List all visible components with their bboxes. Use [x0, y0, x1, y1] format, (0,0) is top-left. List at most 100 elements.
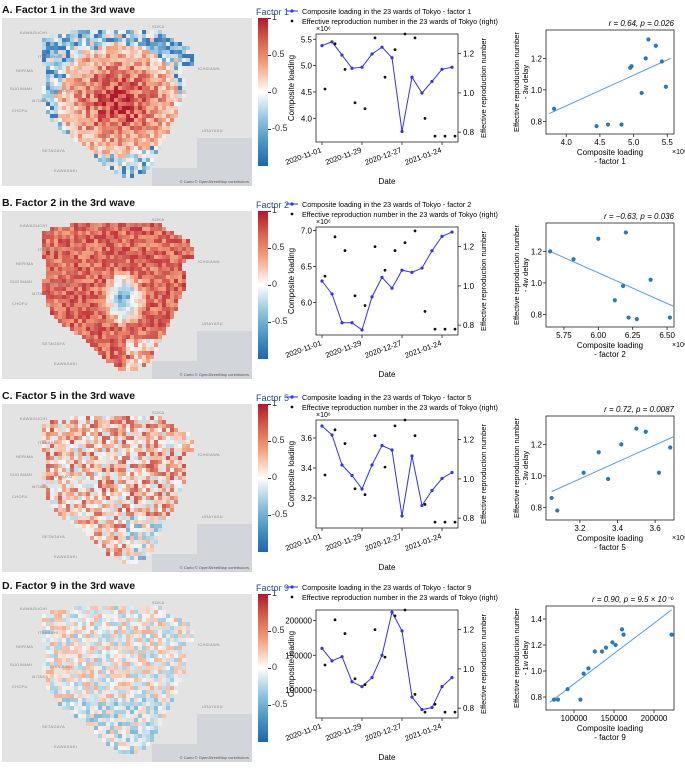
map-cell [98, 154, 102, 158]
map-cell [142, 62, 146, 66]
map-cell [190, 444, 194, 448]
map-cell [162, 484, 166, 488]
map-cell [78, 94, 82, 98]
map-cell [74, 299, 78, 303]
map-cell [42, 634, 46, 638]
map-cell [54, 654, 58, 658]
map-cell [98, 58, 102, 62]
map-cell [166, 622, 170, 626]
map-cell [110, 223, 114, 227]
map-cell [54, 114, 58, 118]
map-cell [146, 670, 150, 674]
map-cell [54, 678, 58, 682]
scatter-y-label-2: - 4w delay [521, 258, 530, 292]
map-place-label: SETAGAYA [42, 341, 66, 346]
map-cell [158, 420, 162, 424]
map-cell [110, 142, 114, 146]
map-cell [90, 142, 94, 146]
map-cell [182, 251, 186, 255]
map-cell [62, 654, 66, 658]
map-cell [62, 74, 66, 78]
map-cell [170, 255, 174, 259]
map-cell [130, 331, 134, 335]
x-tick-label: 2021-01-24 [404, 145, 443, 167]
map-cell [182, 90, 186, 94]
map-cell [106, 271, 110, 275]
map-cell [118, 78, 122, 82]
legend-dot-label: Effective reproduction number in the 23 … [302, 210, 498, 219]
map-cell [134, 476, 138, 480]
map-cell [122, 291, 126, 295]
map-cell [134, 307, 138, 311]
map-place-label: NERIMA [16, 261, 34, 266]
map-cell [158, 428, 162, 432]
map-cell [134, 666, 138, 670]
map-cell [142, 532, 146, 536]
map-cell [110, 622, 114, 626]
map-cell [134, 259, 138, 263]
map-cell [190, 58, 194, 62]
map-cell [162, 500, 166, 504]
map-cell [162, 428, 166, 432]
map-cell [82, 444, 86, 448]
map-cell [46, 666, 50, 670]
map-cell [66, 315, 70, 319]
map-cell [122, 670, 126, 674]
map-cell [126, 682, 130, 686]
map-cell [134, 710, 138, 714]
map-cell [102, 544, 106, 548]
map-cell [150, 420, 154, 424]
map-cell [110, 130, 114, 134]
map-cell [150, 251, 154, 255]
map-cell [146, 634, 150, 638]
map-cell [46, 464, 50, 468]
map-cell [82, 646, 86, 650]
map-cell [166, 694, 170, 698]
map-cell [110, 460, 114, 464]
map-cell [110, 528, 114, 532]
map-cell [82, 614, 86, 618]
map-cell [66, 130, 70, 134]
map-cell [102, 536, 106, 540]
map-cell [174, 58, 178, 62]
map-cell [150, 90, 154, 94]
map-cell [158, 283, 162, 287]
map-cell [110, 742, 114, 746]
map-cell [118, 750, 122, 754]
map-cell [146, 130, 150, 134]
map-cell [106, 106, 110, 110]
map-cell [130, 690, 134, 694]
heatmap-map: KAWAGUCHI SOKA NERIMA ITABASHI SHINJUKU ICHIK… [2, 594, 252, 762]
map-cell [190, 247, 194, 251]
map-cell [62, 267, 66, 271]
map-cell [106, 291, 110, 295]
map-cell [102, 452, 106, 456]
map-cell [126, 706, 130, 710]
map-cell [102, 227, 106, 231]
map-cell [74, 436, 78, 440]
map-cell [106, 650, 110, 654]
map-cell [94, 532, 98, 536]
map-cell [86, 319, 90, 323]
map-cell [62, 311, 66, 315]
map-cell [58, 251, 62, 255]
map-cell [142, 436, 146, 440]
map-cell [158, 516, 162, 520]
map-cell [90, 492, 94, 496]
legend-dot-label: Effective reproduction number in the 23 … [302, 593, 498, 602]
map-cell [66, 90, 70, 94]
map-cell [178, 646, 182, 650]
map-cell [90, 251, 94, 255]
map-cell [78, 484, 82, 488]
map-cell [138, 480, 142, 484]
map-cell [74, 307, 78, 311]
map-cell [102, 416, 106, 420]
map-cell [98, 718, 102, 722]
map-cell [174, 46, 178, 50]
map-cell [62, 54, 66, 58]
map-cell [130, 170, 134, 174]
map-cell [102, 706, 106, 710]
map-cell [74, 464, 78, 468]
map-cell [54, 50, 58, 54]
map-cell [118, 698, 122, 702]
